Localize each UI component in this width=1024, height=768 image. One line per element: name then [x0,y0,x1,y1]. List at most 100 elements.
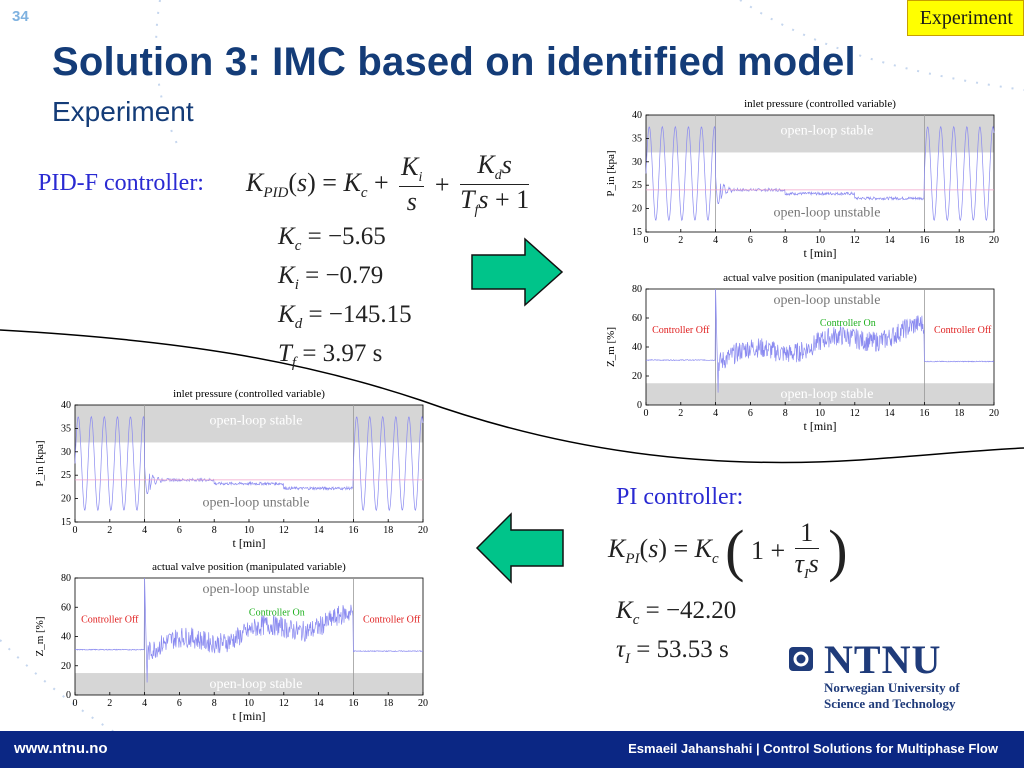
page-title: Solution 3: IMC based on identified mode… [52,40,856,84]
x-tick-label: 4 [142,698,147,709]
x-tick-label: 18 [954,408,964,419]
x-tick-label: 20 [418,525,428,536]
x-tick-label: 16 [919,408,929,419]
x-tick-label: 6 [748,235,753,246]
pi-formula: KPI(s) = Kc ( 1 + 1 τIs ) [608,517,848,583]
y-axis-label: P_in [kpa] [605,150,617,196]
x-tick-label: 20 [418,698,428,709]
y-tick-label: 20 [61,494,71,505]
x-tick-label: 14 [314,525,324,536]
chart-title: inlet pressure (controlled variable) [173,388,325,400]
x-tick-label: 6 [177,525,182,536]
chart-annotation: Controller On [249,607,305,618]
x-tick-label: 14 [314,698,324,709]
y-tick-label: 15 [61,517,71,528]
x-tick-label: 16 [348,525,358,536]
y-tick-label: 40 [632,342,642,353]
y-tick-label: 0 [637,400,642,411]
x-tick-label: 12 [850,235,860,246]
chart-4: 0 2 4 6 8 10 12 14 16 18 20 0 20 40 60 80 actual valve p… [34,561,428,723]
annotation-bg [192,580,320,597]
y-axis-label: Z_m [%] [605,327,617,367]
y-tick-label: 60 [61,602,71,613]
chart-annotation: Controller Off [934,325,992,336]
experiment-tag: Experiment [906,0,1024,36]
x-tick-label: 10 [244,525,254,536]
x-tick-label: 20 [989,408,999,419]
y-tick-label: 15 [632,227,642,238]
y-tick-label: 0 [66,690,71,701]
y-tick-label: 35 [632,133,642,144]
chart-annotation: open-loop unstable [202,496,309,511]
footer-bar: www.ntnu.no Esmaeil Jahanshahi | Control… [0,731,1024,768]
chart-annotation: open-loop stable [780,387,873,402]
page-subtitle: Experiment [52,96,194,127]
x-tick-label: 0 [644,408,649,419]
chart-title: inlet pressure (controlled variable) [744,98,896,110]
x-tick-label: 2 [107,525,112,536]
x-tick-label: 2 [678,235,683,246]
chart-2: 0 2 4 6 8 10 12 14 16 18 20 0 20 40 60 80 actual valve p… [605,272,999,433]
series-line [74,415,424,512]
chart-3: 0 2 4 6 8 10 12 14 16 18 20 15 20 25 30 35 40 inlet press… [34,388,428,550]
footer-url-link[interactable]: www.ntnu.no [14,740,108,757]
x-tick-label: 4 [142,525,147,536]
chart-annotation: Controller On [820,318,876,329]
x-tick-label: 18 [383,525,393,536]
pi-label: PI controller: [616,484,744,510]
chart-annotation: Controller Off [652,325,710,336]
y-tick-label: 30 [61,447,71,458]
ntnu-logo-line2: Science and Technology [824,696,956,711]
ntnu-logo-line1: Norwegian University of [824,680,960,695]
chart-annotation: open-loop stable [209,677,302,692]
x-tick-label: 16 [919,235,929,246]
y-tick-label: 40 [632,110,642,121]
x-tick-label: 14 [885,235,895,246]
chart-annotation: open-loop unstable [202,582,309,597]
series-line [645,125,995,222]
slide-number: 34 [12,8,29,25]
y-tick-label: 60 [632,313,642,324]
y-tick-label: 40 [61,400,71,411]
open-loop-band [75,673,423,695]
x-tick-label: 12 [279,698,289,709]
annotation-bg [763,203,891,220]
series-line [645,288,995,393]
y-tick-label: 80 [632,284,642,295]
x-axis-label: t [min] [804,419,837,433]
param-kd: Kd = −145.15 [278,301,412,332]
y-tick-label: 25 [632,180,642,191]
x-tick-label: 12 [850,408,860,419]
param-tf: Tf = 3.97 s [278,340,383,371]
x-tick-label: 8 [212,525,217,536]
open-loop-band [646,115,994,153]
y-tick-label: 25 [61,470,71,481]
x-tick-label: 0 [73,525,78,536]
ntnu-logo-mark-icon [789,647,813,671]
y-tick-label: 35 [61,423,71,434]
chart-annotation: Controller Off [81,614,139,625]
x-axis-label: t [min] [233,709,266,723]
pidf-params: Kc = −5.65 Ki = −0.79 Kd = −145.15 Tf = … [278,222,412,378]
ntnu-logo-name: NTNU [824,637,942,682]
y-tick-label: 80 [61,573,71,584]
x-tick-label: 2 [107,698,112,709]
x-tick-label: 14 [885,408,895,419]
y-axis-label: P_in [kpa] [34,440,46,486]
annotation-bg [192,493,320,510]
y-tick-label: 40 [61,632,71,643]
x-tick-label: 10 [815,408,825,419]
pidf-formula: KPID(s) = Kc + Ki s + Kds Tfs + 1 [246,150,530,219]
y-axis-label: Z_m [%] [34,616,46,656]
x-tick-label: 0 [73,698,78,709]
pi-params: Kc = −42.20 τI = 53.53 s [616,596,736,674]
x-tick-label: 18 [383,698,393,709]
chart-annotation: Controller Off [363,614,421,625]
param-kc-pi: Kc = −42.20 [616,597,737,628]
param-kc: Kc = −5.65 [278,223,386,254]
x-tick-label: 10 [244,698,254,709]
chart-title: actual valve position (manipulated varia… [723,272,917,284]
open-loop-band [646,383,994,405]
